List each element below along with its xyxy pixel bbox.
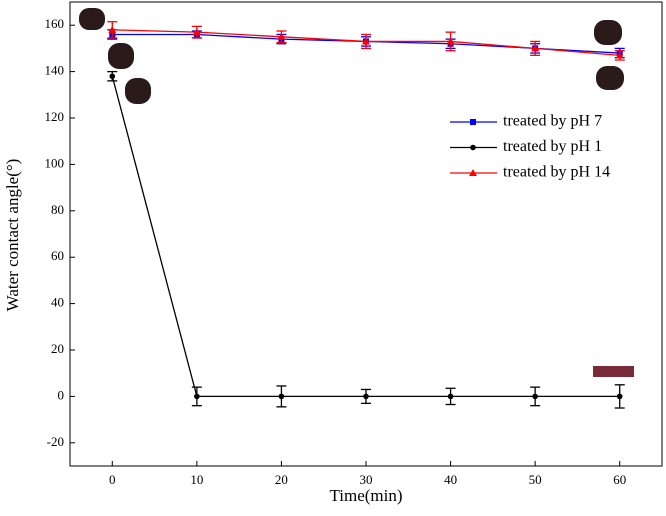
marker xyxy=(362,37,370,45)
x-tick-label: 0 xyxy=(109,472,116,487)
y-tick-label: 120 xyxy=(45,109,65,124)
y-tick-label: -20 xyxy=(47,434,64,449)
marker xyxy=(108,25,117,33)
marker xyxy=(277,32,286,40)
droplet xyxy=(79,8,105,30)
legend-label: treated by pH 1 xyxy=(503,138,602,155)
marker xyxy=(531,44,540,52)
marker xyxy=(446,37,455,45)
y-tick-label: 0 xyxy=(58,387,65,402)
marker xyxy=(194,393,200,400)
droplet xyxy=(125,78,151,104)
legend-label: treated by pH 14 xyxy=(503,164,610,181)
droplet xyxy=(594,20,622,45)
marker xyxy=(363,393,369,400)
y-tick-label: 40 xyxy=(51,295,64,310)
legend-label: treated by pH 7 xyxy=(503,113,602,130)
y-axis-title: Water contact angle(°) xyxy=(3,159,22,312)
droplet-icons xyxy=(79,8,634,377)
legend-marker xyxy=(469,169,477,176)
flat-droplet xyxy=(593,366,634,377)
x-tick-label: 20 xyxy=(275,472,288,487)
marker xyxy=(192,28,201,36)
x-tick-label: 10 xyxy=(190,472,203,487)
marker xyxy=(447,393,454,400)
y-tick-label: 60 xyxy=(51,248,64,263)
x-tick-label: 60 xyxy=(613,472,626,487)
x-tick-label: 30 xyxy=(360,472,373,487)
marker xyxy=(615,51,624,59)
x-tick-label: 40 xyxy=(444,472,457,487)
legend-marker xyxy=(470,144,476,151)
marker xyxy=(278,393,285,400)
droplet xyxy=(108,43,134,69)
y-tick-label: 140 xyxy=(45,63,65,78)
y-tick-label: 80 xyxy=(51,202,64,217)
legend-marker xyxy=(470,119,476,125)
marker xyxy=(109,73,116,80)
x-tick-label: 50 xyxy=(529,472,542,487)
y-tick-label: 20 xyxy=(51,341,64,356)
droplet xyxy=(596,66,624,90)
x-axis-title: Time(min) xyxy=(329,486,402,505)
y-tick-label: 100 xyxy=(45,155,65,170)
y-tick-label: 160 xyxy=(45,16,65,31)
marker xyxy=(532,393,538,400)
marker xyxy=(616,393,623,400)
